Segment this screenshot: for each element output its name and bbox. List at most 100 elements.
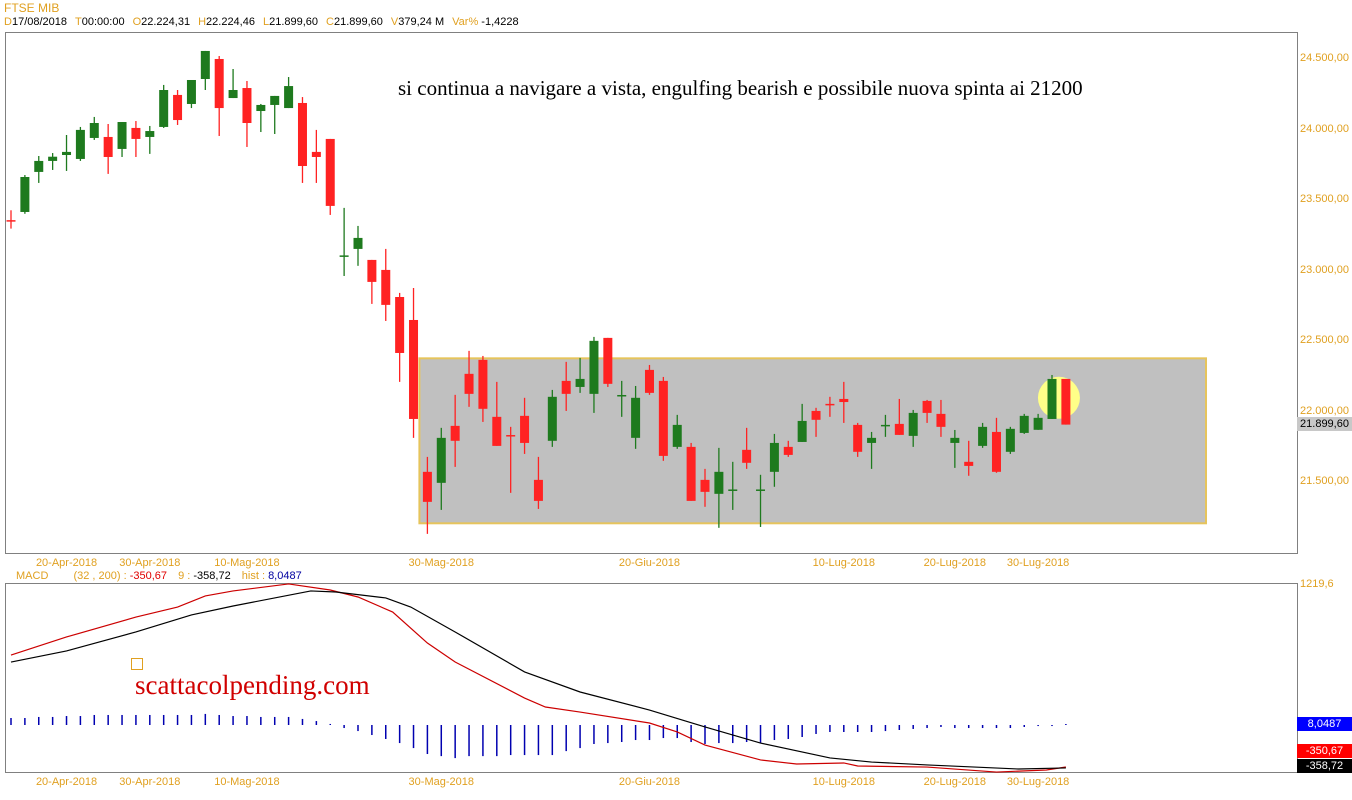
candle-body [242, 88, 252, 124]
readout-key: T [75, 16, 82, 28]
candle [644, 364, 654, 395]
date-tick-label: 10-Mag-2018 [214, 557, 280, 569]
candle-body [756, 489, 766, 491]
readout-key: Var% [452, 16, 479, 28]
candle-body [339, 255, 349, 257]
candle [617, 380, 627, 417]
signal-line [10, 590, 1066, 770]
candle-body [62, 151, 72, 156]
candle [173, 90, 183, 125]
candle [1019, 413, 1029, 434]
readout-key: V [390, 16, 399, 28]
highlight-circle [1037, 376, 1080, 419]
candle-body [880, 424, 890, 427]
candle [1061, 378, 1071, 425]
readout-value: 21.899,60 [333, 16, 383, 28]
candle-body [1047, 378, 1057, 419]
candle [409, 287, 419, 438]
candle [506, 426, 516, 493]
watermark: scattacolpending.com [135, 670, 370, 700]
candle [89, 116, 99, 140]
candle-body [561, 380, 571, 394]
candle-body [395, 296, 405, 353]
readout-key: C [326, 16, 334, 28]
candle-body [589, 340, 599, 394]
candle-body [1033, 417, 1043, 430]
candle [978, 422, 988, 448]
candle [284, 77, 294, 109]
macd-date-tick-label: 20-Apr-2018 [35, 776, 98, 788]
readout-key: L [262, 16, 270, 28]
candle [547, 389, 557, 447]
candle-body [922, 400, 932, 413]
hist-value: 8,0487 [268, 570, 302, 582]
candle [34, 155, 44, 183]
macd-params: (32 , 200) : [73, 570, 127, 582]
chart-annotation: si continua a navigare a vista, engulfin… [398, 76, 1083, 100]
signal-value-tag: -358,72 [1297, 759, 1352, 773]
candle-body [228, 90, 238, 99]
candle-body [672, 424, 682, 447]
candle-body [145, 131, 155, 137]
candle [700, 468, 710, 507]
candle [575, 357, 585, 393]
readout-value: 379,24 M [398, 16, 445, 28]
last-price-tag: 21.899,60 [1297, 417, 1352, 431]
candle-body [936, 413, 946, 427]
macd-scale-top-label: 1219,6 [1300, 578, 1334, 590]
candle [533, 456, 543, 509]
candle [62, 134, 72, 171]
date-tick-label: 30-Apr-2018 [119, 557, 181, 569]
candle [297, 97, 307, 183]
candle-body [964, 461, 974, 466]
macd-date-tick-label: 20-Lug-2018 [923, 776, 987, 788]
candle-body [159, 90, 169, 127]
price-tick-label: 24.500,00 [1300, 52, 1349, 64]
candle [353, 225, 363, 266]
date-tick-label: 30-Mag-2018 [408, 557, 474, 569]
price-tick-label: 23.000,00 [1300, 263, 1349, 276]
price-tick-label: 24.000,00 [1300, 122, 1349, 135]
candle [131, 121, 141, 157]
candle [950, 429, 960, 468]
watermark-square-icon [131, 658, 143, 670]
macd-line [10, 583, 1066, 773]
candle [561, 361, 571, 411]
candle [492, 381, 502, 446]
candle-body [6, 220, 16, 222]
candle-body [20, 177, 30, 212]
candle [311, 129, 321, 183]
macd-label: MACD [16, 570, 49, 582]
candle-body [89, 123, 99, 138]
hist-value-tag: 8,0487 [1297, 717, 1352, 731]
candle-body [991, 431, 1001, 472]
readout-key: O [132, 16, 142, 28]
candle [797, 403, 807, 442]
candle-body [103, 136, 113, 157]
candle [103, 123, 113, 174]
candle [783, 440, 793, 457]
candle [214, 56, 224, 136]
candle [436, 427, 446, 510]
candle-body [950, 437, 960, 443]
candle [48, 153, 58, 170]
candle [603, 337, 613, 387]
candle [520, 397, 530, 454]
readout-value: 21.899,60 [269, 16, 319, 28]
candle [631, 385, 641, 449]
candle-body [714, 471, 724, 494]
candle-body [492, 416, 502, 446]
candle-body [506, 435, 516, 437]
candle [922, 399, 932, 423]
candle-body [186, 79, 196, 104]
candle [867, 431, 877, 469]
macd-value: -350,67 [129, 570, 168, 582]
date-tick-label: 20-Lug-2018 [923, 557, 987, 569]
macd-panel-frame [5, 583, 1298, 773]
candle [894, 398, 904, 435]
macd-date-tick-label: 20-Giu-2018 [618, 776, 681, 788]
candle [728, 461, 738, 510]
candle-body [270, 95, 280, 105]
candle [811, 407, 821, 437]
candle-body [867, 437, 877, 443]
